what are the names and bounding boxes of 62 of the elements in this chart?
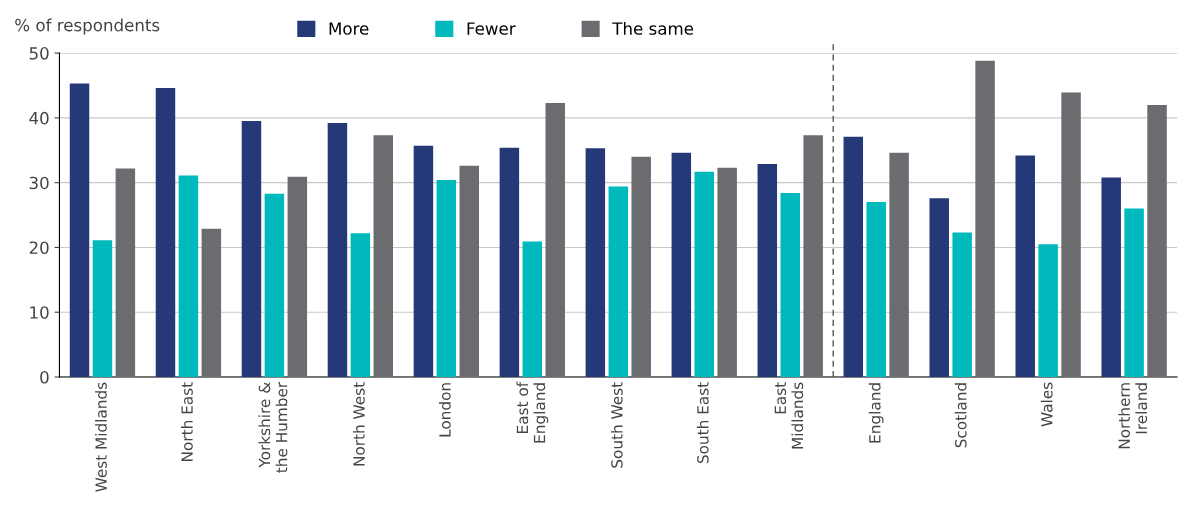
x-tick-label: England (868, 383, 884, 443)
bar (975, 60, 995, 378)
bar (803, 135, 823, 378)
y-tick-label: 0 (40, 370, 49, 384)
bar (459, 165, 479, 378)
x-tick-label: Wales (1040, 382, 1053, 427)
bar (608, 186, 629, 378)
bar (436, 180, 457, 378)
bar (694, 171, 714, 378)
bar (1147, 104, 1167, 378)
bar (889, 152, 909, 378)
bar (1124, 208, 1144, 378)
bar (717, 167, 737, 378)
bar (1061, 92, 1081, 378)
bar (1101, 177, 1121, 378)
bar (241, 121, 262, 378)
bar (373, 135, 394, 378)
bar (545, 102, 565, 378)
x-tick-label: Scotland (954, 383, 967, 448)
x-tick-label: Northern Ireland (1118, 383, 1148, 449)
x-tick-label: South West (610, 382, 623, 468)
bar (201, 228, 222, 378)
bar (178, 175, 199, 378)
bar (499, 147, 520, 378)
bar (264, 193, 285, 378)
bar (350, 233, 371, 378)
x-tick-label: South East (696, 382, 709, 464)
bar (327, 123, 348, 378)
y-tick-label: 50 (29, 47, 49, 60)
x-tick-label: London (438, 383, 451, 437)
bar (92, 240, 113, 378)
bar (585, 148, 606, 378)
x-tick-label: East of England (516, 381, 549, 443)
x-tick-label: North East (181, 382, 193, 461)
bar (671, 152, 692, 378)
bar (522, 241, 543, 378)
bar (1015, 155, 1035, 378)
x-tick-label: North West (352, 382, 365, 466)
bar (69, 83, 90, 378)
bar (413, 145, 434, 378)
bar (757, 163, 778, 378)
bar (866, 202, 886, 378)
y-tick-label: 40 (29, 111, 49, 125)
y-axis-title: % of respondents (15, 18, 160, 35)
y-tick-label: 10 (30, 306, 49, 319)
bar (1038, 244, 1058, 378)
bar (287, 176, 308, 378)
x-tick-label: Yorkshire & the Humber (258, 381, 288, 473)
legend-label: Fewer (467, 22, 516, 35)
bar (155, 88, 176, 378)
bar (115, 168, 136, 378)
legend-label: The same (612, 21, 694, 35)
x-tick-label: East Midlands (774, 382, 804, 449)
y-tick-label: 30 (29, 176, 49, 190)
legend-label: More (329, 22, 369, 35)
bar (780, 193, 800, 378)
bar (952, 232, 972, 378)
bar (929, 198, 949, 378)
bar (631, 156, 651, 378)
bar (843, 136, 864, 378)
y-tick-label: 20 (29, 241, 49, 255)
x-tick-label: West Midlands (95, 382, 107, 492)
